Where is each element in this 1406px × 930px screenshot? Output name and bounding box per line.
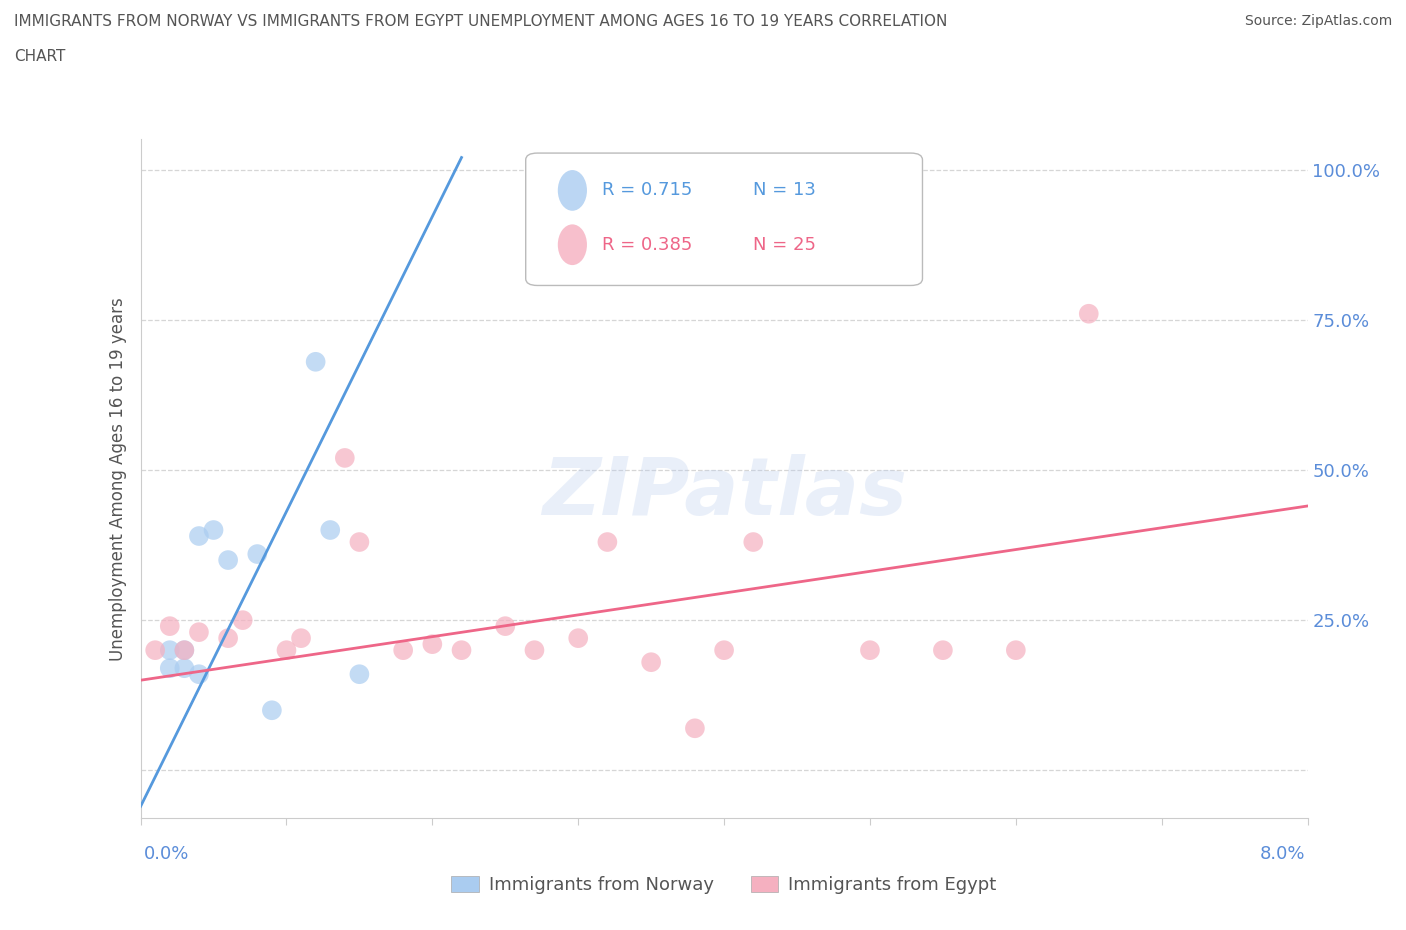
Point xyxy=(159,643,181,658)
Point xyxy=(567,631,589,645)
Point xyxy=(217,631,239,645)
Point xyxy=(319,523,342,538)
Point xyxy=(742,535,765,550)
Text: Source: ZipAtlas.com: Source: ZipAtlas.com xyxy=(1244,14,1392,28)
FancyBboxPatch shape xyxy=(526,153,922,286)
Text: N = 13: N = 13 xyxy=(754,181,815,199)
Point xyxy=(143,643,166,658)
Point xyxy=(349,667,371,682)
Ellipse shape xyxy=(558,170,586,211)
Point xyxy=(1077,306,1099,321)
Point xyxy=(188,667,211,682)
Point xyxy=(450,643,472,658)
Point xyxy=(1004,643,1026,658)
Text: IMMIGRANTS FROM NORWAY VS IMMIGRANTS FROM EGYPT UNEMPLOYMENT AMONG AGES 16 TO 19: IMMIGRANTS FROM NORWAY VS IMMIGRANTS FRO… xyxy=(14,14,948,29)
Point xyxy=(159,618,181,633)
Point xyxy=(713,643,735,658)
Point xyxy=(932,643,955,658)
Point xyxy=(173,660,195,675)
Point xyxy=(494,618,516,633)
Point xyxy=(232,613,254,628)
Ellipse shape xyxy=(558,224,586,265)
Point xyxy=(304,354,326,369)
Point xyxy=(173,643,195,658)
Point xyxy=(217,552,239,567)
Point xyxy=(683,721,706,736)
Point xyxy=(260,703,283,718)
Point xyxy=(290,631,312,645)
Text: R = 0.715: R = 0.715 xyxy=(602,181,692,199)
Point xyxy=(640,655,662,670)
Legend: Immigrants from Norway, Immigrants from Egypt: Immigrants from Norway, Immigrants from … xyxy=(444,869,1004,901)
Point xyxy=(188,528,211,543)
Text: CHART: CHART xyxy=(14,49,66,64)
Text: 0.0%: 0.0% xyxy=(143,844,188,863)
Point xyxy=(159,660,181,675)
Point xyxy=(523,643,546,658)
Y-axis label: Unemployment Among Ages 16 to 19 years: Unemployment Among Ages 16 to 19 years xyxy=(108,297,127,661)
Point xyxy=(422,637,444,652)
Point xyxy=(392,643,415,658)
Text: R = 0.385: R = 0.385 xyxy=(602,235,692,254)
Point xyxy=(596,535,619,550)
Text: 8.0%: 8.0% xyxy=(1260,844,1305,863)
Point xyxy=(173,643,195,658)
Point xyxy=(859,643,882,658)
Point xyxy=(349,535,371,550)
Point xyxy=(276,643,298,658)
Point xyxy=(188,625,211,640)
Point xyxy=(246,547,269,562)
Text: ZIPatlas: ZIPatlas xyxy=(541,454,907,532)
Text: N = 25: N = 25 xyxy=(754,235,817,254)
Point xyxy=(202,523,225,538)
Point xyxy=(333,450,356,465)
